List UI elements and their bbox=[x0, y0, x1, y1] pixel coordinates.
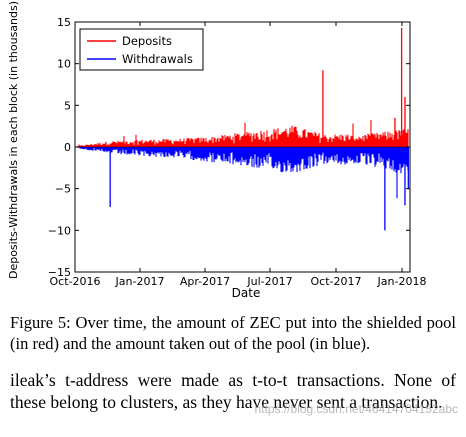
series-deposits-bars bbox=[77, 27, 409, 147]
x-tick-label: Jan-2017 bbox=[115, 275, 165, 288]
y-tick-label: 10 bbox=[57, 58, 71, 71]
plot-area bbox=[74, 21, 411, 273]
y-tick-label: 5 bbox=[64, 99, 71, 112]
x-tick-label: Oct-2017 bbox=[311, 275, 362, 288]
watermark: https://blog.csdn.net/46414704152abc bbox=[254, 402, 459, 416]
figure-caption: Figure 5: Over time, the amount of ZEC p… bbox=[10, 313, 456, 353]
body-paragraph: ileak’s t-address were made as t-to-t tr… bbox=[10, 370, 456, 412]
y-tick-label: −10 bbox=[48, 224, 71, 237]
series-deposits-fill bbox=[77, 120, 409, 147]
y-tick-label: 15 bbox=[57, 16, 71, 29]
x-axis-label: Date bbox=[232, 286, 261, 300]
legend-box bbox=[79, 28, 204, 71]
legend-label-deposits: Deposits bbox=[122, 34, 172, 48]
x-tick-label: Jul-2017 bbox=[246, 275, 292, 288]
legend-label-withdrawals: Withdrawals bbox=[122, 52, 193, 66]
series-withdrawals-fill bbox=[77, 147, 409, 199]
x-tick-label: Oct-2016 bbox=[50, 275, 101, 288]
x-tick-label: Jan-2018 bbox=[377, 275, 427, 288]
x-tick-label: Apr-2017 bbox=[180, 275, 230, 288]
y-tick-label: −15 bbox=[48, 266, 71, 279]
y-axis-label: Deposits-Withdrawals in each block (in t… bbox=[7, 1, 20, 279]
y-tick-label: −5 bbox=[55, 183, 71, 196]
series-withdrawals-bars bbox=[77, 147, 409, 231]
legend: Deposits Withdrawals bbox=[79, 28, 204, 71]
y-tick-label: 0 bbox=[64, 141, 71, 154]
chart-figure: Deposits-Withdrawals in each block (in t… bbox=[7, 1, 427, 300]
